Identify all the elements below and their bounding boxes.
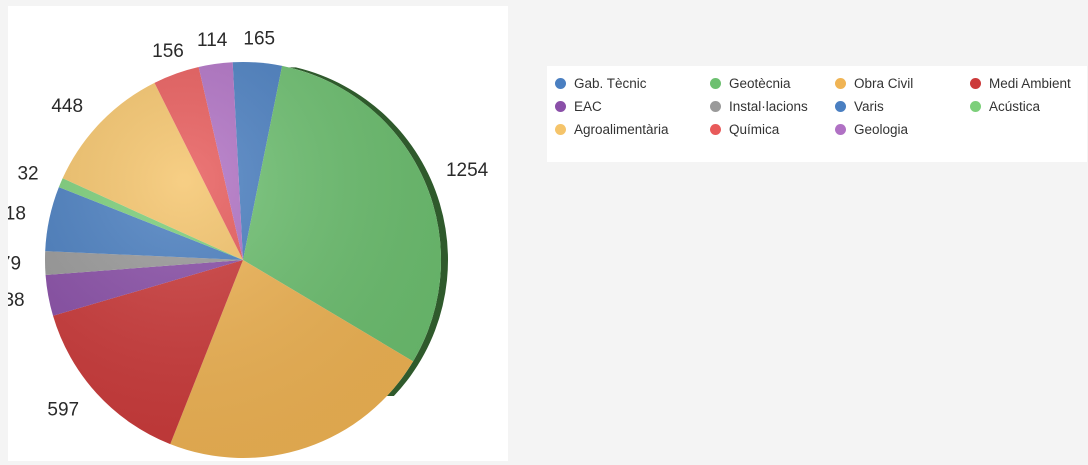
legend-item-medi-ambient: Medi Ambient <box>970 72 1088 95</box>
data-label-agroalimentaria: 448 <box>51 96 83 117</box>
data-label-obra-civil: 926 <box>299 460 331 461</box>
data-label-eac: 138 <box>8 290 25 311</box>
data-label-varis: 218 <box>8 204 26 225</box>
data-label-medi-ambient: 597 <box>47 400 79 421</box>
pie-chart-panel: 165 1254 926 597 138 79 218 32 448 156 114 <box>8 6 508 461</box>
legend-label: EAC <box>574 99 602 114</box>
legend-swatch-icon <box>710 124 721 135</box>
legend-item-gab-tecnic: Gab. Tècnic <box>555 72 710 95</box>
legend-item-obra-civil: Obra Civil <box>835 72 970 95</box>
legend-item-eac: EAC <box>555 95 710 118</box>
data-label-geologia: 114 <box>197 30 228 51</box>
legend-swatch-icon <box>835 78 846 89</box>
legend-item-geologia: Geologia <box>835 118 970 141</box>
data-label-acustica: 32 <box>17 163 38 184</box>
legend-swatch-icon <box>835 124 846 135</box>
legend-swatch-icon <box>555 101 566 112</box>
legend-item-acustica: Acústica <box>970 95 1088 118</box>
legend-label: Acústica <box>989 99 1041 114</box>
data-label-gab-tecnic: 165 <box>243 29 275 50</box>
legend-label: Obra Civil <box>854 76 914 91</box>
legend-label: Varis <box>854 99 884 114</box>
legend-item-varis: Varis <box>835 95 970 118</box>
legend-swatch-icon <box>970 101 981 112</box>
legend-item-geotecnia: Geotècnia <box>710 72 835 95</box>
legend-swatch-icon <box>835 101 846 112</box>
legend-swatch-icon <box>710 101 721 112</box>
legend-item-agroalimentaria: Agroalimentària <box>555 118 710 141</box>
legend-swatch-icon <box>970 78 981 89</box>
data-label-instal-lacions: 79 <box>8 253 21 274</box>
legend-swatch-icon <box>555 124 566 135</box>
data-label-quimica: 156 <box>152 41 184 62</box>
legend-label: Instal·lacions <box>729 99 808 114</box>
legend-item-quimica: Química <box>710 118 835 141</box>
legend-label: Geologia <box>854 122 909 137</box>
pie-chart: 165 1254 926 597 138 79 218 32 448 156 114 <box>8 29 489 461</box>
legend-label: Geotècnia <box>729 76 791 91</box>
legend-panel: Gab. Tècnic Geotècnia Obra Civil Medi Ambie… <box>547 66 1087 162</box>
legend-label: Agroalimentària <box>574 122 669 137</box>
legend-label: Medi Ambient <box>989 76 1071 91</box>
legend-item-instal-lacions: Instal·lacions <box>710 95 835 118</box>
legend-swatch-icon <box>555 78 566 89</box>
legend: Gab. Tècnic Geotècnia Obra Civil Medi Ambie… <box>555 72 1088 141</box>
data-label-geotecnia: 1254 <box>446 160 489 181</box>
legend-label: Química <box>729 122 780 137</box>
legend-label: Gab. Tècnic <box>574 76 647 91</box>
pie-shading <box>45 62 441 458</box>
legend-swatch-icon <box>710 78 721 89</box>
pie-rim-edge <box>288 67 449 397</box>
